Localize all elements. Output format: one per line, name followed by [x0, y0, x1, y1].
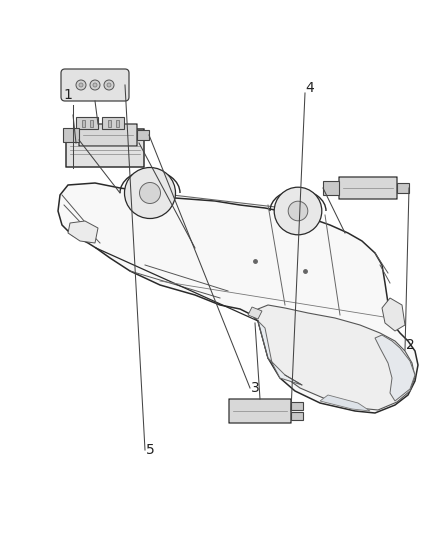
- Circle shape: [107, 83, 111, 87]
- Polygon shape: [375, 335, 415, 401]
- Circle shape: [288, 201, 308, 221]
- Bar: [76, 117, 98, 129]
- FancyBboxPatch shape: [61, 69, 129, 101]
- Bar: [397, 183, 409, 193]
- Bar: [291, 402, 303, 410]
- Bar: [291, 412, 303, 420]
- Text: 5: 5: [145, 443, 154, 457]
- Circle shape: [90, 80, 100, 90]
- FancyBboxPatch shape: [66, 129, 144, 167]
- Bar: [89, 120, 92, 127]
- Circle shape: [79, 83, 83, 87]
- Polygon shape: [248, 307, 262, 319]
- Polygon shape: [382, 298, 405, 331]
- Polygon shape: [320, 395, 370, 411]
- Circle shape: [274, 187, 322, 235]
- Bar: [63, 128, 79, 142]
- Polygon shape: [68, 221, 98, 243]
- Bar: [81, 120, 85, 127]
- Polygon shape: [252, 305, 415, 410]
- FancyBboxPatch shape: [79, 124, 137, 146]
- Circle shape: [124, 167, 176, 219]
- Text: 4: 4: [306, 81, 314, 95]
- Circle shape: [139, 182, 160, 204]
- Text: 2: 2: [406, 338, 414, 352]
- Circle shape: [93, 83, 97, 87]
- Polygon shape: [58, 183, 418, 413]
- FancyBboxPatch shape: [339, 177, 397, 199]
- FancyBboxPatch shape: [229, 399, 291, 423]
- Circle shape: [104, 80, 114, 90]
- Bar: [116, 120, 119, 127]
- Polygon shape: [258, 321, 302, 385]
- Bar: [107, 120, 110, 127]
- Circle shape: [76, 80, 86, 90]
- Bar: [323, 181, 339, 195]
- Text: 3: 3: [251, 381, 259, 395]
- Bar: [137, 130, 149, 140]
- Bar: [102, 117, 124, 129]
- Text: 1: 1: [64, 88, 72, 102]
